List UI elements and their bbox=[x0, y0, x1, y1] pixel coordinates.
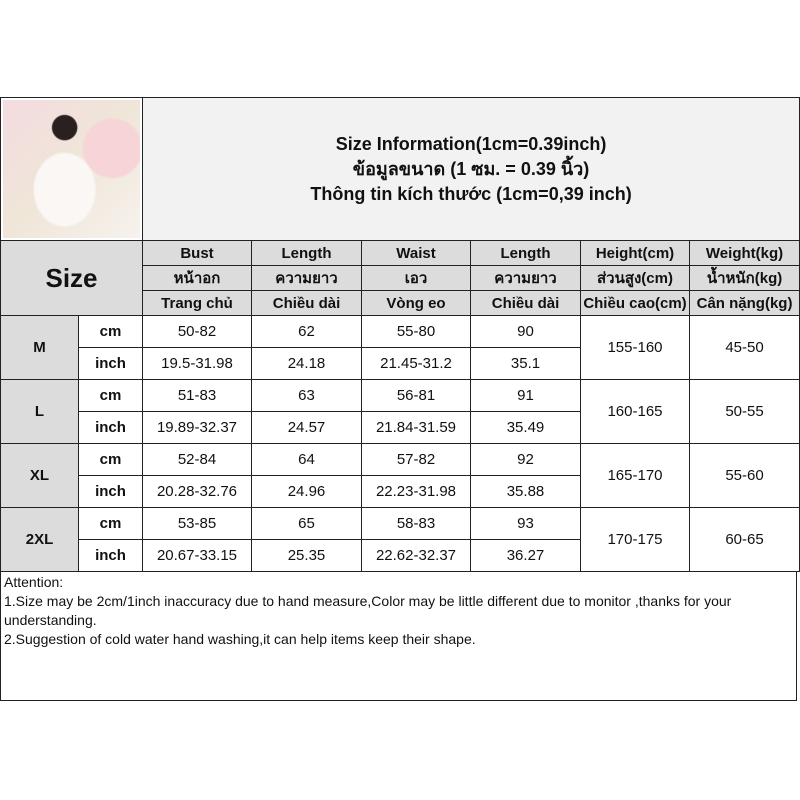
unit-label: cm bbox=[78, 379, 143, 412]
header-row: Size Bust Length Waist Length Height(cm) Weigh… bbox=[0, 240, 800, 316]
attention-line: 2.Suggestion of cold water hand washing,… bbox=[4, 631, 476, 647]
attention-line: 1.Size may be 2cm/1inch inaccuracy due t… bbox=[4, 593, 732, 628]
height-cell: 160-165 bbox=[580, 379, 690, 444]
table-cell: 52-84 bbox=[142, 443, 252, 476]
height-cell: 170-175 bbox=[580, 507, 690, 572]
weight-cell: 60-65 bbox=[688, 507, 800, 572]
table-row: XL cm 52-84 64 57-82 92 165-170 55-60 bbox=[0, 443, 800, 508]
column-header: Height(cm) bbox=[580, 240, 690, 266]
table-cell: 25.35 bbox=[251, 539, 362, 572]
table-cell: 24.57 bbox=[251, 411, 362, 444]
table-cell: 21.45-31.2 bbox=[361, 347, 471, 380]
table-row: 2XL cm 53-85 65 58-83 93 170-175 60-65 bbox=[0, 507, 800, 572]
column-header: Waist bbox=[361, 240, 471, 266]
column-header: Trang chủ bbox=[142, 290, 252, 316]
column-header: ส่วนสูง(cm) bbox=[580, 265, 690, 291]
table-cell: 22.23-31.98 bbox=[361, 475, 471, 508]
title-th: ข้อมูลขนาด (1 ซม. = 0.39 นิ้ว) bbox=[352, 158, 590, 179]
size-header: Size bbox=[0, 240, 143, 316]
column-header: Chiều dài bbox=[251, 290, 362, 316]
table-cell: 24.18 bbox=[251, 347, 362, 380]
unit-label: cm bbox=[78, 507, 143, 540]
table-cell: 62 bbox=[251, 315, 362, 348]
table-cell: 35.88 bbox=[470, 475, 581, 508]
column-header: ความยาว bbox=[470, 265, 581, 291]
table-cell: 56-81 bbox=[361, 379, 471, 412]
unit-label: cm bbox=[78, 443, 143, 476]
attention-note: Attention: 1.Size may be 2cm/1inch inacc… bbox=[0, 572, 797, 701]
product-image bbox=[3, 100, 140, 238]
column-header: ความยาว bbox=[251, 265, 362, 291]
table-cell: 53-85 bbox=[142, 507, 252, 540]
column-header: Cân nặng(kg) bbox=[688, 290, 800, 316]
table-cell: 24.96 bbox=[251, 475, 362, 508]
table-cell: 55-80 bbox=[361, 315, 471, 348]
unit-label: inch bbox=[78, 347, 143, 380]
table-cell: 93 bbox=[470, 507, 581, 540]
column-header: น้ำหนัก(kg) bbox=[688, 265, 800, 291]
column-header: Length bbox=[470, 240, 581, 266]
table-cell: 51-83 bbox=[142, 379, 252, 412]
unit-label: inch bbox=[78, 411, 143, 444]
size-label: M bbox=[0, 315, 79, 380]
table-cell: 20.67-33.15 bbox=[142, 539, 252, 572]
table-row: inch 20.67-33.15 25.35 22.62-32.37 36.27 bbox=[1, 539, 800, 572]
table-cell: 35.49 bbox=[470, 411, 581, 444]
table-cell: 35.1 bbox=[470, 347, 581, 380]
size-chart: Size Information(1cm=0.39inch) ข้อมูลขนา… bbox=[0, 97, 800, 572]
height-cell: 165-170 bbox=[580, 443, 690, 508]
table-cell: 90 bbox=[470, 315, 581, 348]
table-cell: 36.27 bbox=[470, 539, 581, 572]
header-row: หน้าอก ความยาว เอว ความยาว ส่วนสูง(cm) น้ำหนั… bbox=[1, 265, 800, 291]
weight-cell: 55-60 bbox=[688, 443, 800, 508]
column-header: Vòng eo bbox=[361, 290, 471, 316]
table-cell: 57-82 bbox=[361, 443, 471, 476]
table-cell: 91 bbox=[470, 379, 581, 412]
column-header: เอว bbox=[361, 265, 471, 291]
product-photo bbox=[0, 97, 143, 241]
size-table: Size Information(1cm=0.39inch) ข้อมูลขนา… bbox=[0, 97, 800, 572]
size-label: XL bbox=[0, 443, 79, 508]
table-cell: 92 bbox=[470, 443, 581, 476]
table-cell: 21.84-31.59 bbox=[361, 411, 471, 444]
unit-label: inch bbox=[78, 539, 143, 572]
table-cell: 19.5-31.98 bbox=[142, 347, 252, 380]
unit-label: cm bbox=[78, 315, 143, 348]
table-cell: 65 bbox=[251, 507, 362, 540]
header-row: Trang chủ Chiều dài Vòng eo Chiều dài Chiều … bbox=[1, 290, 800, 316]
title-en: Size Information(1cm=0.39inch) bbox=[335, 133, 607, 154]
attention-heading: Attention: bbox=[4, 574, 64, 590]
size-label: L bbox=[0, 379, 79, 444]
column-header: Weight(kg) bbox=[688, 240, 800, 266]
table-cell: 22.62-32.37 bbox=[361, 539, 471, 572]
table-cell: 58-83 bbox=[361, 507, 471, 540]
title-vi: Thông tin kích thước (1cm=0,39 inch) bbox=[310, 183, 632, 204]
table-cell: 19.89-32.37 bbox=[142, 411, 252, 444]
column-header: Bust bbox=[142, 240, 252, 266]
column-header: Chiều dài bbox=[470, 290, 581, 316]
table-row: inch 19.5-31.98 24.18 21.45-31.2 35.1 bbox=[1, 347, 800, 380]
size-label: 2XL bbox=[0, 507, 79, 572]
table-cell: 20.28-32.76 bbox=[142, 475, 252, 508]
table-row: inch 19.89-32.37 24.57 21.84-31.59 35.49 bbox=[1, 411, 800, 444]
unit-label: inch bbox=[78, 475, 143, 508]
column-header: Chiều cao(cm) bbox=[580, 290, 690, 316]
table-cell: 50-82 bbox=[142, 315, 252, 348]
weight-cell: 50-55 bbox=[688, 379, 800, 444]
table-cell: 64 bbox=[251, 443, 362, 476]
height-cell: 155-160 bbox=[580, 315, 690, 380]
column-header: Length bbox=[251, 240, 362, 266]
table-cell: 63 bbox=[251, 379, 362, 412]
column-header: หน้าอก bbox=[142, 265, 252, 291]
weight-cell: 45-50 bbox=[688, 315, 800, 380]
size-info-title: Size Information(1cm=0.39inch) ข้อมูลขนา… bbox=[141, 97, 800, 241]
